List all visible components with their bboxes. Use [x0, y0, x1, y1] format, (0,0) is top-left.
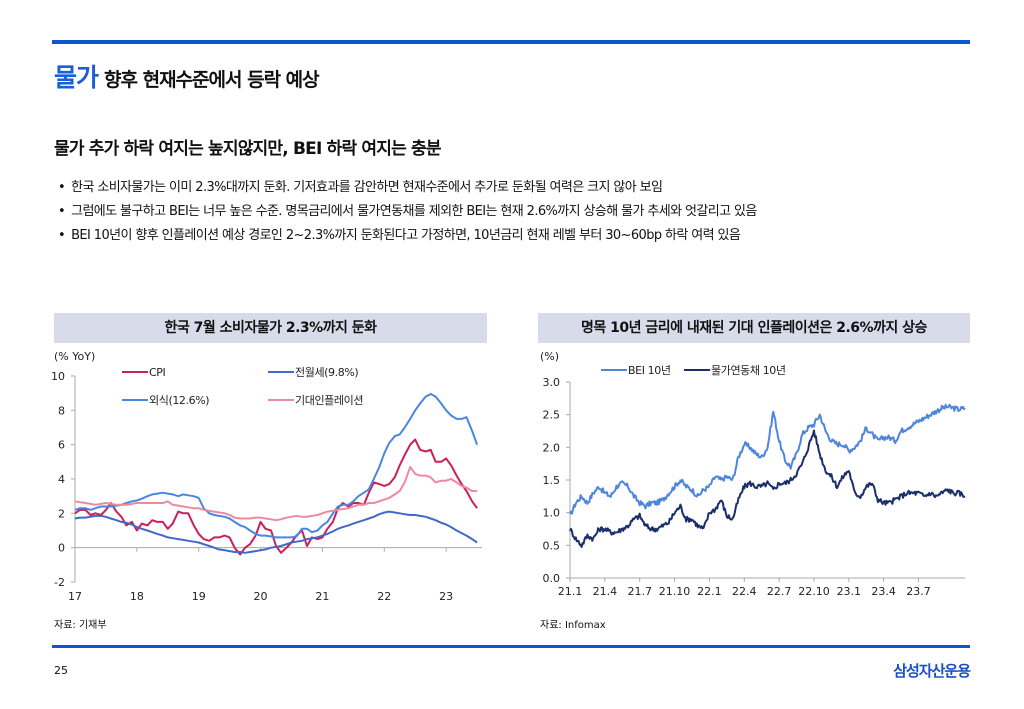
left-y-tick-label: -2	[54, 576, 65, 589]
bullet-item: • BEI 10년이 향후 인플레이션 예상 경로인 2~2.3%까지 둔화된다고…	[58, 228, 741, 243]
bullet-item: • 한국 소비자물가는 이미 2.3%대까지 둔화. 기저효과를 감안하면 현재수…	[58, 180, 663, 195]
right-legend: BEI 10년 물가연동채 10년	[601, 364, 786, 377]
right-y-tick-label: 1.5	[543, 474, 561, 487]
bullet-list: • 한국 소비자물가는 이미 2.3%대까지 둔화. 기저효과를 감안하면 현재수…	[58, 178, 757, 250]
right-y-tick-label: 3.0	[543, 376, 561, 389]
right-x-tick-label: 21.4	[593, 585, 618, 598]
left-x-tick-label: 22	[377, 590, 391, 603]
left-y-tick-label: 8	[58, 404, 65, 417]
left-y-tick-label: 4	[58, 473, 65, 486]
left-x-tick-label: 17	[68, 590, 82, 603]
left-x-tick-label: 23	[439, 590, 453, 603]
right-y-tick-label: 2.0	[543, 441, 561, 454]
right-legend-label: 물가연동채 10년	[711, 364, 786, 377]
left-y-tick-label: 2	[58, 507, 65, 520]
left-x-tick-label: 21	[315, 590, 329, 603]
right-y-unit: (%)	[540, 350, 559, 363]
right-legend-label: BEI 10년	[628, 364, 671, 377]
left-y-unit: (% YoY)	[54, 350, 95, 363]
right-y-tick-label: 0.0	[543, 572, 561, 585]
right-x-tick-label: 21.7	[627, 585, 652, 598]
right-y-tick-label: 1.0	[543, 507, 561, 520]
top-rule	[52, 40, 970, 44]
page-title-accent: 물가	[54, 63, 99, 92]
right-chart: (%) BEI 10년 물가연동채 10년 0.0 0.5 1.0 1.5 2.0 2.5 3…	[540, 350, 966, 598]
right-x-tick-label: 21.10	[659, 585, 691, 598]
right-x-tick-label: 23.1	[837, 585, 862, 598]
left-series-line-2	[74, 393, 479, 539]
left-y-tick-label: 10	[51, 370, 65, 383]
left-chart-title: 한국 7월 소비자물가 2.3%까지 둔화	[54, 313, 487, 343]
right-x-tick-label: 22.4	[732, 585, 757, 598]
right-x-tick-label: 22.1	[697, 585, 722, 598]
left-chart: (% YoY) CPI 전월세(9.8%) 외식(12.6%) 기대인플레이션 -2 0…	[51, 350, 482, 603]
left-source: 자료: 기재부	[54, 620, 107, 631]
left-x-tick-label: 20	[254, 590, 268, 603]
section-subtitle: 물가 추가 하락 여지는 높지않지만, BEI 하락 여지는 충분	[54, 139, 442, 159]
left-legend-label: 외식(12.6%)	[149, 394, 209, 407]
right-x-tick-label: 22.10	[798, 585, 830, 598]
bullet-dot: •	[58, 180, 66, 195]
right-series-line-1	[569, 429, 966, 548]
left-y-tick-label: 0	[58, 542, 65, 555]
bullet-item: • 그럼에도 불구하고 BEI는 너무 높은 수준. 명목금리에서 물가연동채를 …	[58, 204, 757, 219]
left-series-line-1	[74, 510, 478, 554]
left-series-line-3	[74, 466, 478, 522]
left-legend-label: 기대인플레이션	[295, 394, 363, 407]
bullet-dot: •	[58, 228, 66, 243]
right-x-tick-label: 21.1	[558, 585, 583, 598]
right-x-tick-label: 23.4	[871, 585, 896, 598]
right-chart-title: 명목 10년 금리에 내재된 기대 인플레이션은 2.6%까지 상승	[538, 313, 970, 343]
bullet-dot: •	[58, 204, 66, 219]
left-y-tick-label: 6	[58, 439, 65, 452]
left-legend-label: 전월세(9.8%)	[295, 366, 358, 379]
bottom-rule	[52, 645, 970, 648]
page-title: 물가 향후 현재수준에서 등락 예상	[54, 58, 320, 94]
page-title-text: 향후 현재수준에서 등락 예상	[104, 69, 320, 91]
brand-logo: 삼성자산운용	[893, 662, 971, 680]
right-series-line-0	[569, 403, 966, 515]
right-x-tick-label: 23.7	[906, 585, 931, 598]
left-legend-label: CPI	[149, 366, 166, 379]
left-legend: CPI 전월세(9.8%) 외식(12.6%) 기대인플레이션	[122, 366, 363, 407]
page-number: 25	[54, 664, 68, 677]
right-y-tick-label: 0.5	[543, 539, 561, 552]
left-x-tick-label: 18	[130, 590, 144, 603]
left-x-tick-label: 19	[192, 590, 206, 603]
right-source: 자료: Infomax	[540, 620, 606, 631]
right-y-tick-label: 2.5	[543, 409, 561, 422]
right-x-tick-label: 22.7	[767, 585, 792, 598]
